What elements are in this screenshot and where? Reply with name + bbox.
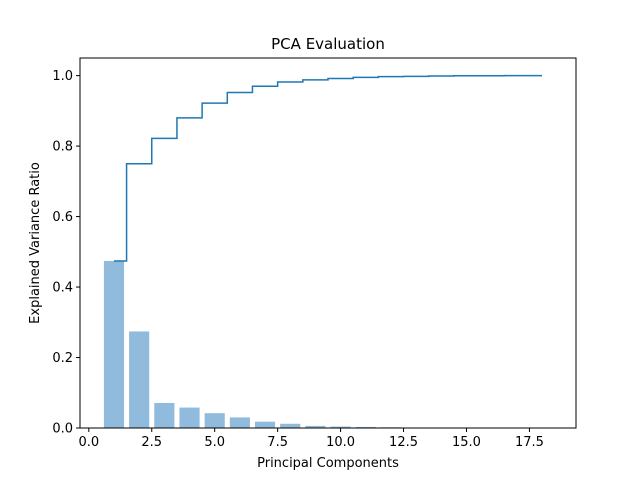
cumulative-variance-line bbox=[113, 74, 543, 262]
bar-pc-1 bbox=[103, 260, 125, 428]
x-axis-label: Principal Components bbox=[257, 456, 399, 471]
bar-pc-11 bbox=[355, 426, 376, 428]
bar-pc-5 bbox=[204, 413, 225, 428]
y-tick-label: 1.0 bbox=[52, 69, 73, 84]
bar-pc-10 bbox=[330, 426, 351, 428]
y-tick-label: 0.8 bbox=[52, 140, 73, 155]
x-tick-label: 17.5 bbox=[515, 435, 544, 450]
bar-pc-4 bbox=[179, 407, 200, 428]
bar-series bbox=[103, 260, 553, 428]
y-axis-ticks: 0.0 0.2 0.4 0.6 0.8 1.0 bbox=[52, 69, 80, 437]
bar-pc-7 bbox=[254, 421, 276, 428]
x-tick-label: 2.5 bbox=[141, 435, 162, 450]
x-tick-label: 5.0 bbox=[204, 435, 225, 450]
x-axis-ticks: 0.0 2.5 5.0 7.5 10.0 12.5 15.0 17.5 bbox=[78, 428, 544, 450]
bar-pc-9 bbox=[305, 425, 326, 428]
cumulative-step-series bbox=[113, 74, 543, 262]
plot-frame bbox=[79, 57, 577, 429]
x-tick-label: 10.0 bbox=[326, 435, 355, 450]
y-axis-label: Explained Variance Ratio bbox=[28, 162, 43, 324]
y-tick-label: 0.0 bbox=[52, 422, 73, 437]
y-tick-label: 0.6 bbox=[52, 210, 73, 225]
bar-pc-2 bbox=[129, 331, 150, 428]
y-tick-label: 0.4 bbox=[52, 281, 73, 296]
y-tick-label: 0.2 bbox=[52, 351, 73, 366]
bar-pc-6 bbox=[229, 417, 250, 428]
x-tick-label: 15.0 bbox=[452, 435, 481, 450]
x-tick-label: 0.0 bbox=[78, 435, 99, 450]
x-tick-label: 12.5 bbox=[389, 435, 418, 450]
bar-pc-8 bbox=[280, 423, 301, 428]
x-tick-label: 7.5 bbox=[267, 435, 288, 450]
chart-title: PCA Evaluation bbox=[271, 35, 385, 53]
bar-pc-3 bbox=[154, 402, 175, 428]
